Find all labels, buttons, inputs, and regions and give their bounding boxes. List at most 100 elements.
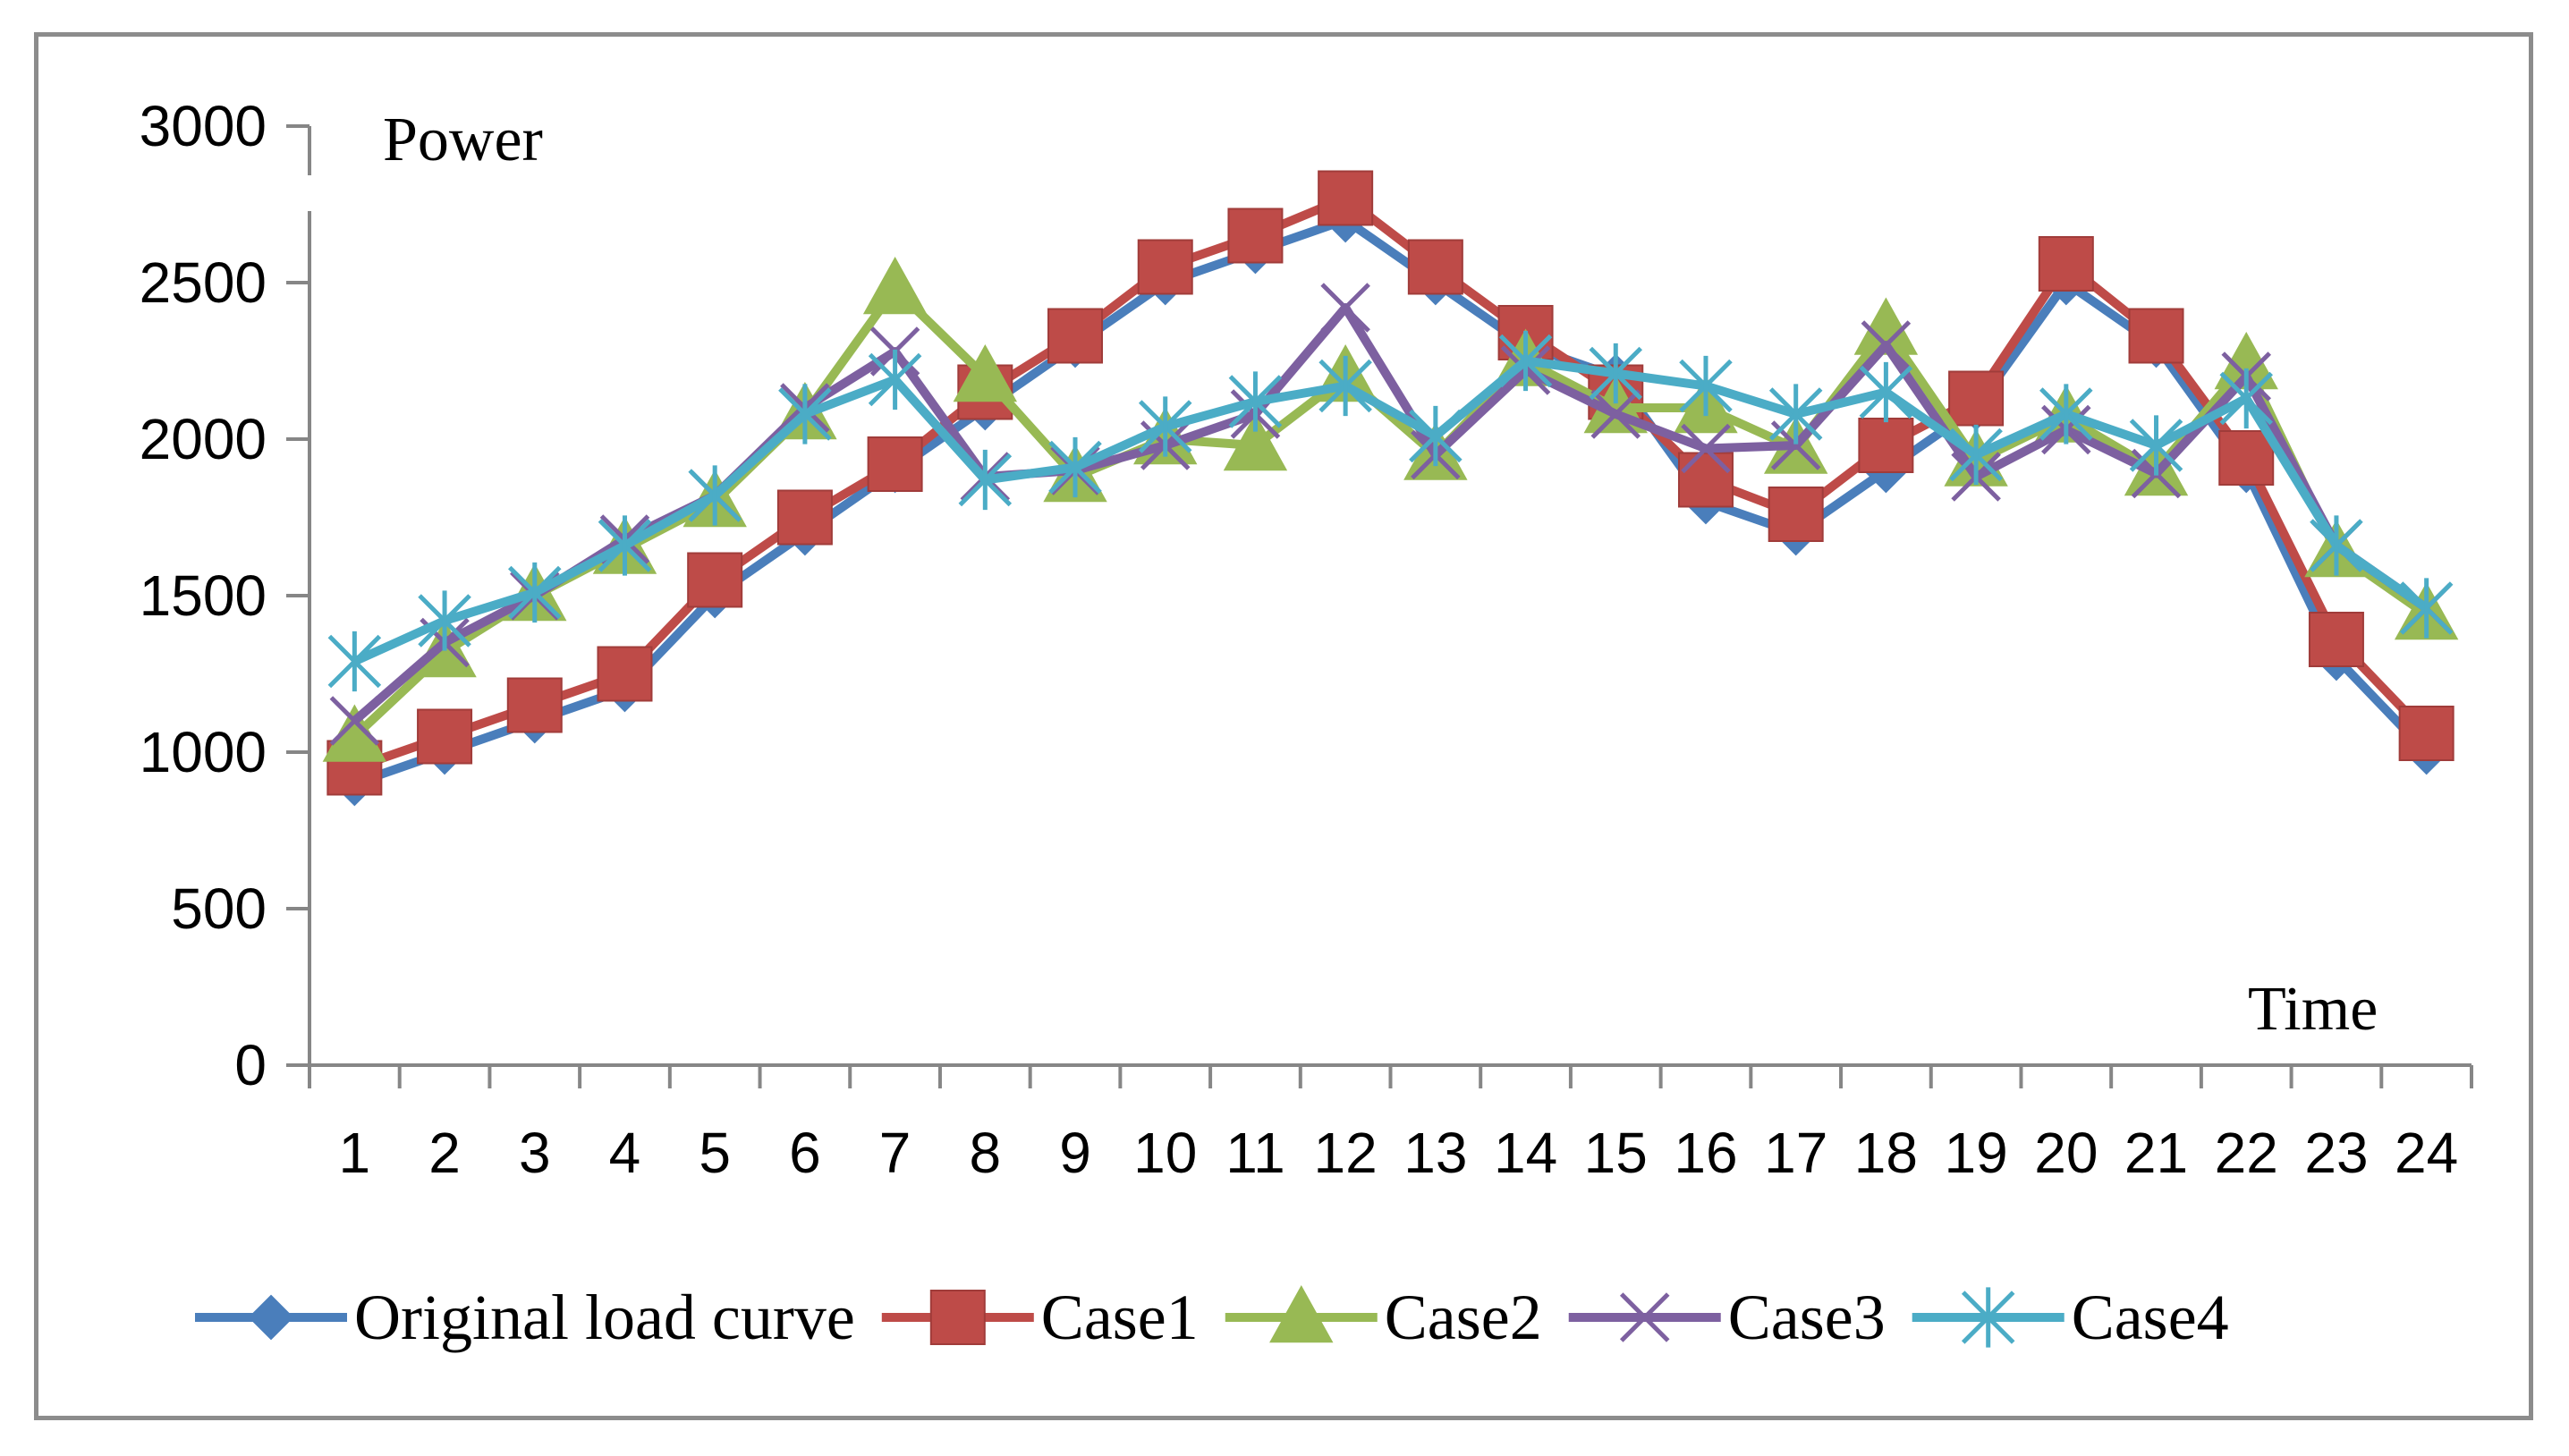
series-case1 [326, 170, 2455, 796]
legend-marker [929, 1290, 986, 1345]
x-tick-label: 13 [1403, 1121, 1467, 1185]
data-point [2399, 578, 2454, 639]
data-point [598, 515, 652, 576]
x-tick-label: 5 [699, 1121, 731, 1185]
x-tick-label: 4 [609, 1121, 641, 1185]
legend-item: Case3 [1568, 1282, 1886, 1353]
data-point [1228, 371, 1283, 432]
data-point [778, 384, 832, 444]
x-tick-label: 10 [1133, 1121, 1197, 1185]
data-point [1679, 355, 1733, 417]
data-point [1407, 239, 1463, 295]
series-case4 [327, 330, 2454, 692]
data-point [1137, 239, 1193, 295]
data-point [868, 349, 922, 411]
x-tick-label: 19 [1945, 1121, 2008, 1185]
legend-label: Original load curve [354, 1282, 855, 1353]
series-line [352, 303, 2429, 724]
legend-marker [1961, 1287, 2015, 1348]
chart-frame: 0 500 1000 1500 2000 2500 3000 1 2 3 4 5 6 7 8 9 10 11 12 1… [34, 32, 2533, 1420]
data-point [1853, 297, 1919, 355]
data-point [1320, 283, 1370, 333]
data-point [1948, 370, 2005, 427]
data-point [958, 449, 1013, 511]
legend-marker [248, 1294, 294, 1341]
data-point [1138, 396, 1192, 457]
data-point [1677, 452, 1734, 508]
y-axis-gap [306, 175, 313, 211]
x-tick-label: 24 [2395, 1121, 2458, 1185]
y-tick-label: 1500 [140, 563, 267, 628]
legend-item: Original load curve [195, 1282, 855, 1353]
series-line [351, 284, 2429, 741]
series-line [352, 193, 2430, 773]
data-point [417, 708, 473, 765]
data-point [327, 631, 382, 692]
legend-label: Case1 [1041, 1282, 1199, 1353]
x-tick-label: 23 [2304, 1121, 2368, 1185]
x-tick-label: 6 [789, 1121, 821, 1185]
data-point [867, 436, 923, 492]
data-point [862, 256, 928, 315]
series-line [352, 216, 2430, 788]
x-tick-label: 16 [1674, 1121, 1737, 1185]
legend: Original load curve Case1 Case2 Case3 Case4 [195, 1282, 2229, 1353]
x-tick-label: 3 [519, 1121, 551, 1185]
y-tick-label: 3000 [140, 94, 267, 158]
x-tick-label: 12 [1314, 1121, 1378, 1185]
data-point [2039, 384, 2093, 444]
data-point [1223, 412, 1288, 471]
data-point [2129, 415, 2183, 476]
y-axis-label: Power [383, 106, 543, 174]
data-point [776, 489, 833, 546]
data-point [1949, 424, 2003, 486]
x-tick-label: 15 [1584, 1121, 1648, 1185]
data-point [687, 552, 743, 608]
series-line [352, 356, 2429, 666]
y-tick-label: 0 [234, 1033, 267, 1097]
y-tick-label: 2500 [140, 250, 267, 315]
legend-item: Case1 [881, 1282, 1199, 1353]
x-tick-label: 9 [1059, 1121, 1091, 1185]
data-point [1318, 170, 1374, 226]
legend-marker [1619, 1292, 1670, 1342]
data-point [953, 343, 1018, 402]
data-point [1318, 355, 1372, 417]
data-point [2038, 236, 2094, 292]
data-point [2219, 368, 2273, 429]
data-point [1768, 487, 1824, 542]
x-tick-label: 7 [879, 1121, 911, 1185]
data-point [1047, 308, 1104, 364]
labels: Power Time [383, 106, 2378, 1044]
data-point [2398, 706, 2455, 761]
series-original-load-curve [331, 197, 2450, 807]
data-point [1589, 343, 1643, 404]
x-tick-label: 8 [970, 1121, 1002, 1185]
data-point [1861, 320, 1912, 370]
series-layer [322, 170, 2459, 807]
data-point [1048, 436, 1102, 498]
x-tick-label: 11 [1225, 1121, 1284, 1185]
data-point [1409, 405, 1463, 467]
y-tick-label: 1000 [140, 720, 267, 784]
data-point [688, 465, 742, 526]
data-point [2128, 308, 2184, 364]
x-tick-label: 18 [1854, 1121, 1918, 1185]
legend-item: Case4 [1912, 1282, 2229, 1353]
data-point [1859, 361, 1913, 423]
data-point [597, 646, 653, 702]
data-point [329, 696, 380, 746]
data-point [508, 562, 562, 623]
x-tick-label: 1 [339, 1121, 371, 1185]
x-tick-label: 17 [1764, 1121, 1827, 1185]
x-tick-label: 21 [2124, 1121, 2188, 1185]
data-point [2218, 430, 2275, 486]
data-point [506, 677, 563, 733]
legend-label: Case4 [2072, 1282, 2229, 1353]
legend-label: Case3 [1728, 1282, 1886, 1353]
x-axis-label: Time [2248, 975, 2378, 1044]
data-point [1498, 330, 1553, 392]
x-tick-label: 14 [1494, 1121, 1557, 1185]
